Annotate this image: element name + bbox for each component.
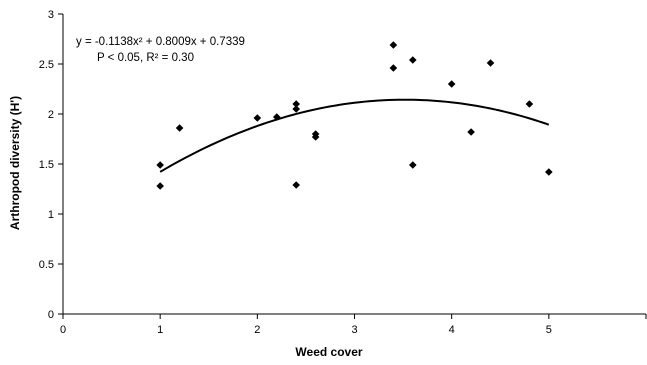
y-tick-label: 2.5 (39, 59, 54, 71)
data-point (292, 100, 300, 108)
data-point (311, 133, 320, 141)
data-point (409, 161, 417, 169)
x-tick-label: 4 (449, 324, 455, 336)
y-tick-label: 1 (48, 209, 54, 221)
y-tick-label: 2 (48, 109, 54, 121)
data-point (525, 100, 534, 108)
ticks: 0 1 2 3 4 5 0 0.5 1 1.5 2 2.5 3 (39, 9, 647, 336)
x-tick-label: 1 (157, 324, 163, 336)
data-point (292, 105, 300, 113)
data-point (467, 128, 475, 136)
data-point (409, 56, 417, 64)
y-axis-title: Arthropod diversity (H') (8, 96, 22, 230)
y-tick-label: 0.5 (39, 259, 54, 271)
data-point (545, 168, 553, 176)
y-tick-label: 3 (48, 9, 54, 21)
data-point (292, 181, 300, 189)
equation-annotation: y = -0.1138x² + 0.8009x + 0.7339 (76, 36, 245, 48)
stats-annotation: P < 0.05, R² = 0.30 (97, 52, 194, 64)
x-tick-label: 3 (351, 324, 357, 336)
y-tick-label: 0 (48, 309, 54, 321)
y-tick-label: 1.5 (39, 159, 54, 171)
data-point (253, 114, 262, 122)
data-point (486, 59, 495, 67)
trendline-group (159, 98, 550, 173)
trendline (159, 98, 550, 173)
data-point (389, 41, 398, 49)
x-axis-title: Weed cover (295, 345, 362, 359)
data-point (156, 161, 164, 169)
x-tick-label: 2 (254, 324, 260, 336)
data-point (272, 113, 281, 121)
data-point (389, 64, 398, 72)
x-tick-label: 0 (60, 324, 66, 336)
data-points (156, 41, 553, 190)
data-point (156, 182, 164, 190)
data-point (175, 124, 184, 132)
x-tick-label: 5 (546, 324, 552, 336)
data-point (447, 80, 456, 88)
